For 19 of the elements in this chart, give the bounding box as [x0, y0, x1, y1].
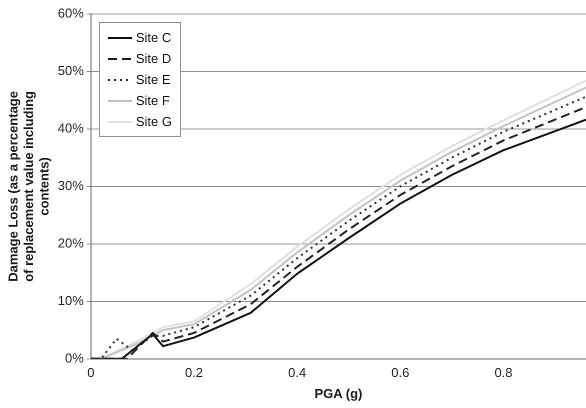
y-tick-label: 10%	[58, 292, 84, 308]
x-tick-label: 0	[87, 365, 94, 380]
x-tick-label: 0.4	[288, 365, 306, 380]
x-tick-label: 0.6	[391, 365, 410, 380]
y-tick-label: 50%	[58, 63, 84, 78]
x-axis-title: PGA (g)	[314, 386, 362, 401]
x-tick-label: 0.2	[184, 365, 204, 380]
y-tick-label: 30%	[58, 178, 84, 193]
legend-label: Site G	[136, 114, 172, 129]
legend-label: Site D	[136, 51, 172, 66]
legend-label: Site F	[136, 93, 170, 108]
x-tick-label: 0.8	[494, 365, 513, 380]
y-axis-title: Damage Loss (as a percentage of replacement value including contents)	[5, 90, 52, 282]
y-tick-label: 60%	[58, 6, 84, 21]
legend-label: Site C	[136, 30, 172, 45]
y-tick-label: 20%	[58, 235, 84, 250]
legend-label: Site E	[136, 72, 170, 87]
y-tick-label: 0%	[65, 350, 84, 366]
y-tick-label: 40%	[58, 120, 84, 136]
